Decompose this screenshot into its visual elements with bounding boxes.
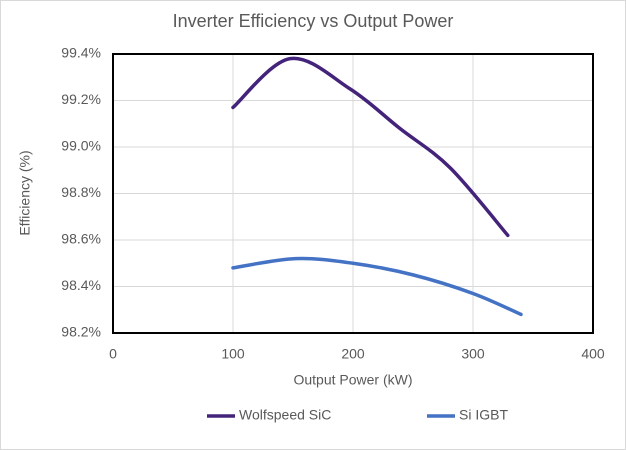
x-tick-label: 300 (461, 346, 485, 362)
series-line (231, 256, 523, 317)
y-tick-label: 99.0% (61, 138, 101, 154)
x-tick-label: 0 (109, 346, 117, 362)
chart-title: Inverter Efficiency vs Output Power (173, 11, 454, 31)
y-tick-label: 98.4% (61, 277, 101, 293)
y-tick-label: 99.2% (61, 91, 101, 107)
series-line (231, 56, 510, 238)
legend-label: Si IGBT (459, 407, 508, 423)
plot-border (112, 53, 594, 334)
x-tick-label: 100 (221, 346, 245, 362)
y-axis-label: Efficiency (%) (17, 150, 33, 235)
y-tick-label: 98.6% (61, 231, 101, 247)
legend-label: Wolfspeed SiC (239, 407, 331, 423)
y-tick-label: 98.2% (61, 324, 101, 340)
x-tick-label: 400 (581, 346, 605, 362)
x-tick-label: 200 (341, 346, 365, 362)
y-tick-label: 99.4% (61, 45, 101, 61)
y-tick-label: 98.8% (61, 184, 101, 200)
x-axis-label: Output Power (kW) (293, 372, 412, 388)
